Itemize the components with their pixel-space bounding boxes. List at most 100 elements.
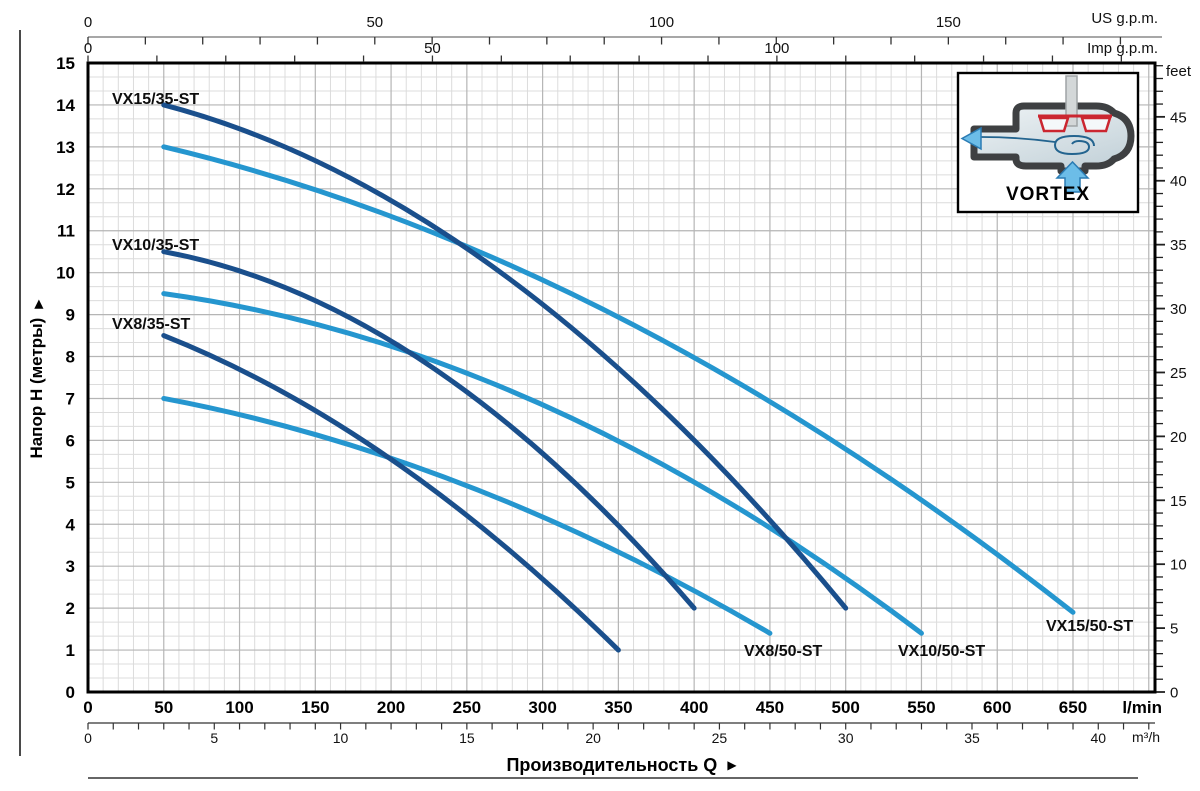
svg-text:5: 5 xyxy=(66,473,75,492)
x-axis-title: Производительность Q ▶ xyxy=(88,755,1155,776)
svg-text:150: 150 xyxy=(936,14,961,31)
svg-text:35: 35 xyxy=(964,730,980,746)
svg-text:40: 40 xyxy=(1170,173,1187,190)
svg-text:9: 9 xyxy=(66,306,75,325)
inlet-arrow-up-icon xyxy=(1055,160,1090,193)
flow-line xyxy=(980,136,1056,143)
svg-text:50: 50 xyxy=(424,40,441,57)
svg-text:15: 15 xyxy=(56,54,75,73)
svg-text:5: 5 xyxy=(210,730,218,746)
svg-text:10: 10 xyxy=(333,730,349,746)
left-page-rule xyxy=(19,30,21,756)
svg-text:35: 35 xyxy=(1170,237,1187,254)
vortex-inset-caption: VORTEX xyxy=(1005,184,1091,205)
impeller-vane-left xyxy=(1038,116,1070,133)
curve-vx15-50-st xyxy=(161,144,1076,615)
svg-text:200: 200 xyxy=(377,698,405,717)
svg-text:50: 50 xyxy=(154,698,173,717)
svg-text:400: 400 xyxy=(680,698,708,717)
outlet-arrow-left-icon xyxy=(960,126,982,151)
svg-text:14: 14 xyxy=(56,96,75,115)
svg-text:4: 4 xyxy=(66,515,76,534)
right-arrow-icon: ▶ xyxy=(727,758,737,772)
svg-text:20: 20 xyxy=(1170,429,1187,446)
us-gpm-unit-label: US g.p.m. xyxy=(1091,10,1158,27)
impeller-vane-right xyxy=(1080,116,1112,133)
svg-text:100: 100 xyxy=(225,698,253,717)
y-axis-title: Напор H (метры) ▶ xyxy=(27,274,47,484)
curve-vx15-35-st xyxy=(161,102,849,611)
axis-imp-gpm: 0 50 100 xyxy=(84,40,1122,62)
curve-label-vx8-50-st: VX8/50-ST xyxy=(744,643,822,660)
svg-text:0: 0 xyxy=(66,683,75,702)
svg-text:15: 15 xyxy=(1170,493,1187,510)
svg-text:7: 7 xyxy=(66,389,75,408)
svg-text:100: 100 xyxy=(649,14,674,31)
svg-text:3: 3 xyxy=(66,557,75,576)
y-axis-title-text: Напор H (метры) xyxy=(27,317,46,459)
svg-text:45: 45 xyxy=(1170,109,1187,126)
svg-text:0: 0 xyxy=(83,698,92,717)
svg-text:100: 100 xyxy=(764,40,789,57)
plot-border xyxy=(86,61,1157,694)
svg-text:40: 40 xyxy=(1090,730,1106,746)
svg-text:0: 0 xyxy=(84,730,92,746)
svg-text:12: 12 xyxy=(56,180,75,199)
svg-text:5: 5 xyxy=(1170,621,1178,638)
svg-text:10: 10 xyxy=(1170,557,1187,574)
curve-vx10-35-st xyxy=(161,249,697,611)
svg-text:50: 50 xyxy=(366,14,383,31)
svg-text:300: 300 xyxy=(528,698,556,717)
curve-vx10-50-st xyxy=(161,291,924,636)
svg-text:350: 350 xyxy=(604,698,632,717)
svg-text:8: 8 xyxy=(66,348,75,367)
svg-text:450: 450 xyxy=(756,698,784,717)
svg-text:30: 30 xyxy=(1170,301,1187,318)
svg-text:20: 20 xyxy=(585,730,601,746)
svg-text:13: 13 xyxy=(56,138,75,157)
svg-text:25: 25 xyxy=(712,730,728,746)
svg-text:250: 250 xyxy=(453,698,481,717)
curve-label-vx15-50-st: VX15/50-ST xyxy=(1046,618,1133,635)
svg-text:650: 650 xyxy=(1059,698,1087,717)
svg-text:600: 600 xyxy=(983,698,1011,717)
svg-text:15: 15 xyxy=(459,730,475,746)
lmin-unit-label: l/min xyxy=(1122,698,1162,717)
imp-gpm-unit-label: Imp g.p.m. xyxy=(1087,40,1158,57)
feet-unit-label: feet xyxy=(1166,63,1192,80)
curve-labels: VX15/35-ST VX10/35-ST VX8/35-ST VX15/50-ST V… xyxy=(112,91,1133,660)
svg-text:500: 500 xyxy=(832,698,860,717)
pump-shaft xyxy=(1065,75,1078,127)
svg-text:0: 0 xyxy=(1170,685,1178,702)
x-axis-title-text: Производительность Q xyxy=(506,755,718,775)
svg-text:11: 11 xyxy=(57,222,75,241)
m3h-unit-label: m³/h xyxy=(1132,729,1160,745)
up-arrow-icon: ▶ xyxy=(31,299,45,309)
svg-text:150: 150 xyxy=(301,698,329,717)
svg-text:10: 10 xyxy=(56,264,75,283)
svg-text:550: 550 xyxy=(907,698,935,717)
vortex-inset xyxy=(956,71,1140,214)
svg-text:0: 0 xyxy=(84,14,92,31)
curve-vx8-50-st xyxy=(161,395,773,636)
vortex-swirl-icon xyxy=(1053,134,1095,156)
svg-text:1: 1 xyxy=(66,641,75,660)
svg-text:30: 30 xyxy=(838,730,854,746)
curve-label-vx10-35-st: VX10/35-ST xyxy=(112,237,199,254)
curve-label-vx15-35-st: VX15/35-ST xyxy=(112,91,199,108)
axis-m3h: 0 5 10 15 20 25 30 35 40 xyxy=(84,722,1155,746)
svg-text:6: 6 xyxy=(66,431,75,450)
svg-text:0: 0 xyxy=(84,40,92,57)
axis-feet: 0 5 10 15 20 25 30 35 40 45 xyxy=(1156,65,1187,702)
axis-lmin: 0 50 100 150 200 250 300 350 400 450 500 550 600 650 xyxy=(83,698,1087,717)
svg-text:25: 25 xyxy=(1170,365,1187,382)
svg-text:2: 2 xyxy=(66,599,75,618)
curves xyxy=(161,102,1076,653)
curve-label-vx10-50-st: VX10/50-ST xyxy=(898,643,985,660)
curve-label-vx8-35-st: VX8/35-ST xyxy=(112,316,190,333)
axis-us-gpm: 0 50 100 150 xyxy=(84,14,1162,45)
curve-vx8-35-st xyxy=(161,333,621,653)
